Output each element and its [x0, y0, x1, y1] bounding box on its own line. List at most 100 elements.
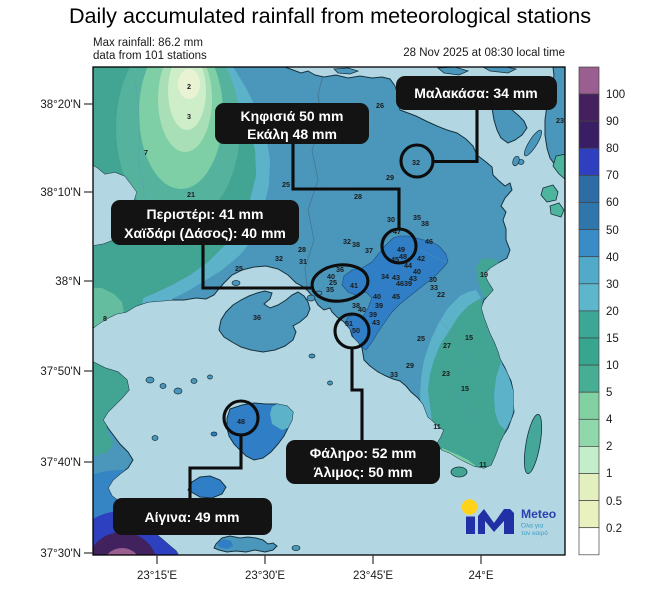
svg-text:23°30'E: 23°30'E	[245, 570, 285, 582]
svg-text:8: 8	[103, 314, 107, 323]
svg-text:40: 40	[327, 272, 335, 281]
svg-text:Περιστέρι: 41 mm: Περιστέρι: 41 mm	[147, 206, 264, 222]
svg-text:25: 25	[282, 180, 290, 189]
svg-text:28: 28	[298, 245, 306, 254]
svg-text:38: 38	[421, 219, 429, 228]
svg-text:40: 40	[413, 267, 421, 276]
svg-text:3: 3	[187, 112, 191, 121]
svg-text:41: 41	[350, 281, 358, 290]
svg-text:Κηφισιά 50 mm: Κηφισιά 50 mm	[241, 108, 344, 124]
svg-text:31: 31	[299, 257, 307, 266]
svg-text:7: 7	[144, 148, 148, 157]
svg-text:34: 34	[381, 272, 389, 281]
svg-text:2: 2	[187, 82, 191, 91]
svg-text:43: 43	[372, 318, 380, 327]
svg-text:10: 10	[606, 360, 619, 372]
svg-text:42: 42	[417, 254, 425, 263]
svg-text:50: 50	[606, 225, 619, 237]
svg-text:25: 25	[417, 334, 425, 343]
svg-text:15: 15	[461, 384, 469, 393]
svg-text:40: 40	[358, 305, 366, 314]
svg-text:33: 33	[390, 370, 398, 379]
svg-text:80: 80	[606, 143, 619, 155]
svg-text:data from 101 stations: data from 101 stations	[93, 50, 207, 62]
svg-text:23°15'E: 23°15'E	[137, 570, 177, 582]
svg-text:4: 4	[606, 414, 613, 426]
svg-text:21: 21	[187, 190, 195, 199]
svg-text:90: 90	[606, 116, 619, 128]
svg-text:37: 37	[365, 246, 373, 255]
svg-text:1: 1	[606, 468, 612, 480]
svg-text:0.5: 0.5	[606, 496, 622, 508]
svg-text:43: 43	[392, 273, 400, 282]
svg-text:37°40'N: 37°40'N	[40, 457, 81, 469]
svg-text:28: 28	[354, 192, 362, 201]
svg-text:36: 36	[253, 313, 261, 322]
svg-text:47: 47	[393, 227, 401, 236]
svg-text:15: 15	[465, 333, 473, 342]
svg-text:51: 51	[345, 319, 353, 328]
svg-text:30: 30	[387, 215, 395, 224]
svg-text:26: 26	[376, 101, 384, 110]
svg-text:Όλα για: Όλα για	[520, 523, 543, 530]
svg-text:29: 29	[386, 173, 394, 182]
svg-text:11: 11	[433, 422, 441, 431]
svg-text:36: 36	[336, 265, 344, 274]
svg-text:37°30'N: 37°30'N	[40, 548, 81, 560]
svg-text:23: 23	[442, 369, 450, 378]
svg-text:30: 30	[606, 279, 619, 291]
svg-text:Άλιμος: 50 mm: Άλιμος: 50 mm	[313, 464, 412, 480]
svg-text:24°E: 24°E	[468, 570, 493, 582]
svg-text:40: 40	[606, 252, 619, 264]
svg-text:45: 45	[392, 292, 400, 301]
svg-text:Αίγινα: 49 mm: Αίγινα: 49 mm	[145, 509, 240, 525]
svg-text:22: 22	[437, 290, 445, 299]
svg-text:60: 60	[606, 197, 619, 209]
svg-text:35: 35	[326, 285, 334, 294]
svg-text:43: 43	[409, 274, 417, 283]
svg-text:Εκάλη 48 mm: Εκάλη 48 mm	[247, 126, 337, 142]
svg-text:38: 38	[352, 301, 360, 310]
svg-text:19: 19	[480, 270, 488, 279]
svg-text:40: 40	[373, 292, 381, 301]
svg-text:38°20'N: 38°20'N	[40, 99, 81, 111]
svg-text:39: 39	[404, 279, 412, 288]
svg-text:100: 100	[606, 89, 625, 101]
svg-text:48: 48	[399, 252, 407, 261]
svg-text:Daily accumulated rainfall fro: Daily accumulated rainfall from meteorol…	[69, 3, 591, 28]
svg-text:45: 45	[391, 255, 399, 264]
svg-text:25: 25	[235, 264, 243, 273]
svg-text:35: 35	[413, 213, 421, 222]
svg-text:23°45'E: 23°45'E	[353, 570, 393, 582]
svg-text:27: 27	[443, 341, 451, 350]
svg-text:38°N: 38°N	[55, 276, 81, 288]
svg-text:32: 32	[412, 158, 420, 167]
svg-text:Μαλακάσα: 34 mm: Μαλακάσα: 34 mm	[414, 85, 538, 101]
svg-text:28 Nov 2025 at 08:30 local tim: 28 Nov 2025 at 08:30 local time	[403, 47, 565, 59]
svg-text:15: 15	[606, 333, 619, 345]
svg-text:50: 50	[352, 326, 360, 335]
svg-text:38: 38	[352, 240, 360, 249]
svg-text:5: 5	[606, 387, 612, 399]
svg-text:2: 2	[606, 441, 612, 453]
svg-text:Χαϊδάρι (Δάσος): 40 mm: Χαϊδάρι (Δάσος): 40 mm	[124, 225, 286, 241]
svg-text:48: 48	[237, 417, 245, 426]
svg-text:30: 30	[429, 275, 437, 284]
svg-text:Φάληρο: 52 mm: Φάληρο: 52 mm	[310, 445, 417, 461]
svg-text:29: 29	[406, 361, 414, 370]
svg-text:38°10'N: 38°10'N	[40, 187, 81, 199]
svg-text:32: 32	[343, 237, 351, 246]
svg-text:0.2: 0.2	[606, 523, 622, 535]
svg-text:70: 70	[606, 170, 619, 182]
svg-text:11: 11	[479, 460, 487, 469]
svg-text:46: 46	[396, 279, 404, 288]
svg-text:33: 33	[430, 283, 438, 292]
svg-text:39: 39	[369, 310, 377, 319]
svg-text:37°50'N: 37°50'N	[40, 366, 81, 378]
svg-text:τον καιρό: τον καιρό	[521, 529, 548, 537]
svg-text:44: 44	[404, 261, 412, 270]
svg-text:39: 39	[375, 301, 383, 310]
svg-text:Max rainfall: 86.2 mm: Max rainfall: 86.2 mm	[93, 37, 203, 49]
svg-text:23: 23	[556, 116, 564, 125]
svg-text:46: 46	[425, 237, 433, 246]
